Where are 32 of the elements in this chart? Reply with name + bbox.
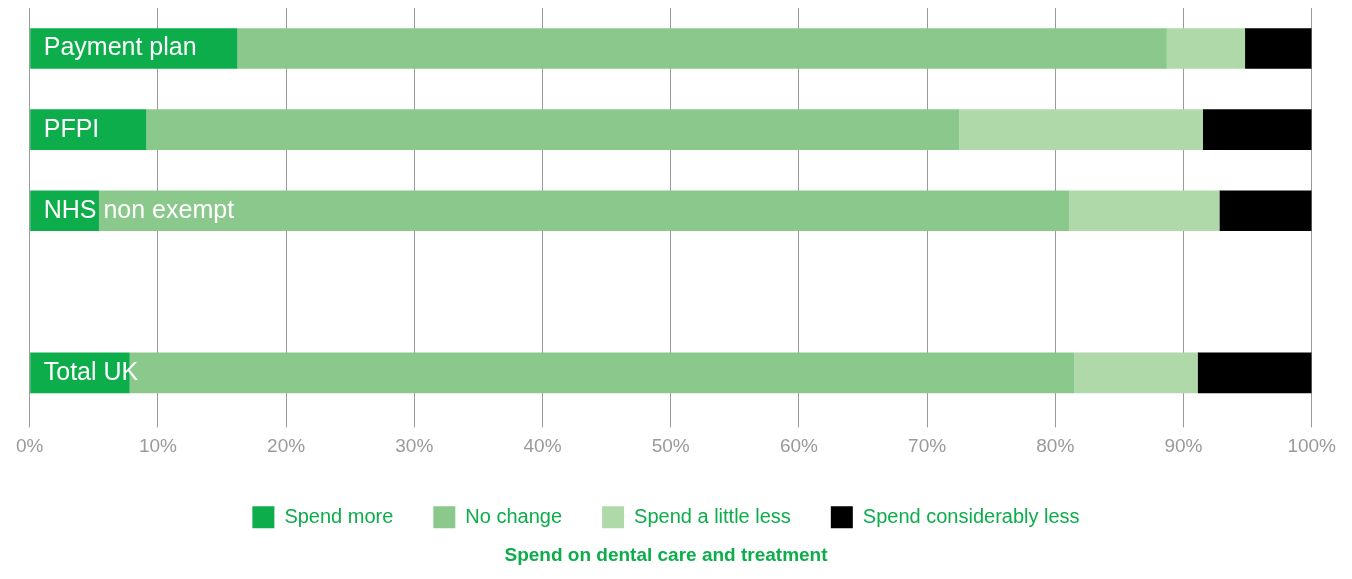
bar xyxy=(1197,352,1312,394)
bar xyxy=(1069,190,1220,231)
x-tick-label: 60% xyxy=(779,435,819,457)
bar xyxy=(1245,28,1312,69)
y-tick-label: Payment plan xyxy=(43,32,197,61)
legend-label: Spend a little less xyxy=(634,504,791,527)
x-tick-label: 90% xyxy=(1164,435,1203,457)
bar xyxy=(237,28,1167,69)
x-tick-label: 30% xyxy=(395,435,434,457)
x-tick-label: 20% xyxy=(267,435,306,457)
x-tick-label: 100% xyxy=(1287,435,1337,457)
bar xyxy=(959,109,1203,150)
bar xyxy=(146,109,960,150)
bar xyxy=(1202,109,1312,150)
x-tick-label: 40% xyxy=(523,435,562,457)
y-tick-label: Total UK xyxy=(43,356,139,385)
bar xyxy=(1219,190,1312,231)
y-tick-label: NHS non exempt xyxy=(43,194,235,223)
legend-label: Spend considerably less xyxy=(862,504,1080,527)
bar xyxy=(98,190,1070,231)
bar xyxy=(30,109,147,150)
text: Spend on dental care and treatment xyxy=(504,543,829,565)
x-tick-label: 10% xyxy=(138,435,178,457)
x-tick-label: 0% xyxy=(16,435,44,457)
legend-label: Spend more xyxy=(284,504,394,527)
y-tick-label: PFPI xyxy=(43,113,100,142)
x-tick-label: 50% xyxy=(651,435,690,457)
bar xyxy=(1166,28,1246,69)
bar xyxy=(1074,352,1198,394)
x-tick-label: 70% xyxy=(908,435,947,457)
x-tick-label: 80% xyxy=(1036,435,1075,457)
legend-label: No change xyxy=(465,504,563,527)
